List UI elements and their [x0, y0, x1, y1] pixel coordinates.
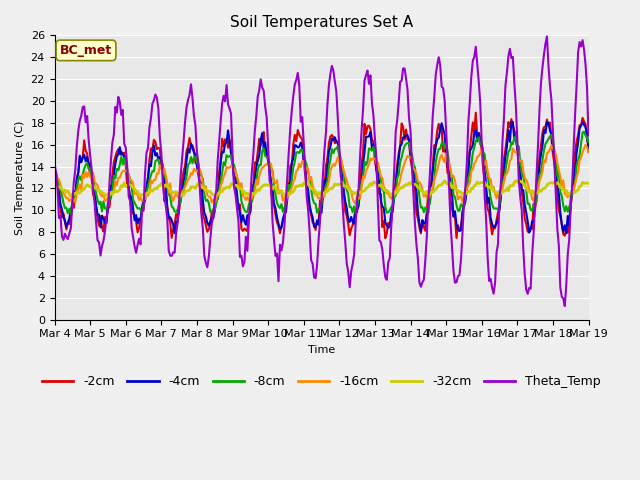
-32cm — [585, 180, 593, 186]
-2cm — [472, 110, 479, 116]
X-axis label: Time: Time — [308, 345, 335, 355]
Theta_Temp — [372, 156, 380, 161]
-32cm — [356, 190, 364, 196]
-32cm — [65, 191, 73, 197]
-32cm — [374, 183, 381, 189]
-2cm — [355, 195, 362, 201]
-8cm — [585, 139, 593, 145]
-16cm — [521, 175, 529, 181]
-4cm — [150, 143, 157, 148]
-8cm — [65, 206, 73, 212]
-8cm — [51, 172, 58, 178]
-8cm — [356, 184, 364, 190]
-4cm — [355, 203, 362, 209]
-16cm — [585, 149, 593, 155]
-2cm — [585, 142, 593, 147]
-2cm — [381, 235, 389, 241]
-4cm — [372, 168, 380, 173]
-8cm — [67, 212, 75, 217]
-2cm — [150, 137, 157, 143]
-32cm — [512, 178, 520, 184]
-8cm — [521, 181, 529, 187]
-4cm — [65, 216, 73, 221]
-32cm — [386, 191, 394, 196]
-16cm — [51, 168, 58, 173]
Theta_Temp — [355, 186, 362, 192]
-4cm — [521, 202, 529, 208]
-8cm — [386, 207, 394, 213]
-8cm — [374, 167, 381, 173]
-32cm — [522, 185, 530, 191]
Text: BC_met: BC_met — [60, 44, 112, 57]
-16cm — [356, 195, 364, 201]
Line: -32cm: -32cm — [54, 181, 589, 197]
-4cm — [385, 225, 392, 231]
-2cm — [386, 220, 394, 226]
Theta_Temp — [585, 132, 593, 138]
Y-axis label: Soil Temperature (C): Soil Temperature (C) — [15, 120, 25, 235]
Line: -4cm: -4cm — [54, 122, 589, 233]
-32cm — [51, 183, 58, 189]
Theta_Temp — [543, 34, 551, 39]
-16cm — [386, 194, 394, 200]
-8cm — [152, 158, 159, 164]
Line: -16cm: -16cm — [54, 145, 589, 204]
-32cm — [152, 186, 159, 192]
-16cm — [582, 142, 589, 148]
Theta_Temp — [65, 230, 73, 236]
Line: Theta_Temp: Theta_Temp — [54, 36, 589, 306]
Line: -2cm: -2cm — [54, 113, 589, 238]
-16cm — [65, 198, 73, 204]
Legend: -2cm, -4cm, -8cm, -16cm, -32cm, Theta_Temp: -2cm, -4cm, -8cm, -16cm, -32cm, Theta_Te… — [37, 370, 606, 393]
-4cm — [509, 119, 516, 125]
-2cm — [372, 167, 380, 173]
-4cm — [51, 158, 58, 164]
-16cm — [150, 177, 157, 183]
Theta_Temp — [51, 165, 58, 170]
-16cm — [352, 201, 360, 207]
-4cm — [563, 230, 570, 236]
-16cm — [374, 159, 381, 165]
-8cm — [580, 129, 588, 134]
Theta_Temp — [561, 303, 568, 309]
-4cm — [585, 149, 593, 155]
-2cm — [51, 165, 58, 170]
-2cm — [65, 221, 73, 227]
Theta_Temp — [520, 245, 527, 251]
Title: Soil Temperatures Set A: Soil Temperatures Set A — [230, 15, 413, 30]
-2cm — [522, 221, 530, 227]
Theta_Temp — [385, 259, 392, 265]
-32cm — [67, 194, 75, 200]
Line: -8cm: -8cm — [54, 132, 589, 215]
Theta_Temp — [150, 97, 157, 103]
